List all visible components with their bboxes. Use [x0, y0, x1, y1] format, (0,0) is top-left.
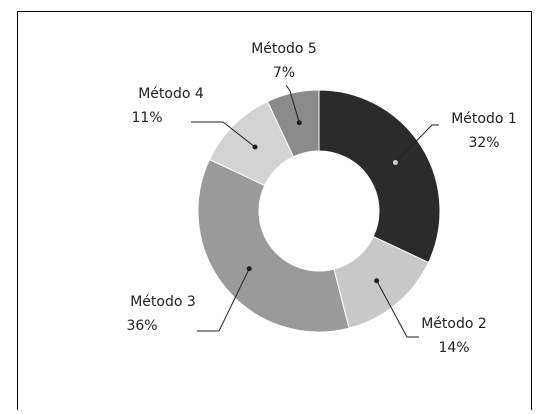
leader-line-3 [197, 268, 250, 332]
leader-dot-3 [246, 266, 252, 272]
leader-line-4 [191, 121, 256, 148]
leader-dot-5 [296, 120, 302, 126]
slice-value-metodo-5: 7% [273, 65, 295, 81]
slice-label-metodo-3: Método 3 [130, 294, 196, 310]
slice-label-metodo-4: Método 4 [138, 86, 204, 102]
slice-value-metodo-1: 32% [468, 135, 499, 151]
donut-slice-3 [197, 158, 350, 333]
slice-value-metodo-3: 36% [126, 318, 157, 334]
donut-slices [197, 89, 441, 333]
donut-slice-1 [318, 89, 441, 264]
slice-label-metodo-1: Método 1 [451, 111, 517, 127]
chart-frame [17, 11, 532, 410]
slice-label-metodo-5: Método 5 [251, 41, 317, 57]
leader-dot-2 [374, 278, 380, 284]
leader-line-1 [395, 124, 439, 163]
donut-slice-5 [266, 89, 320, 158]
leader-dot-4 [252, 144, 258, 150]
slice-value-metodo-4: 11% [131, 110, 162, 126]
leader-line-2 [376, 280, 419, 338]
leader-dot-1 [392, 160, 398, 166]
leader-lines [191, 84, 439, 338]
slice-label-metodo-2: Método 2 [421, 316, 487, 332]
leader-line-5 [285, 84, 300, 123]
slice-value-metodo-2: 14% [438, 340, 469, 356]
